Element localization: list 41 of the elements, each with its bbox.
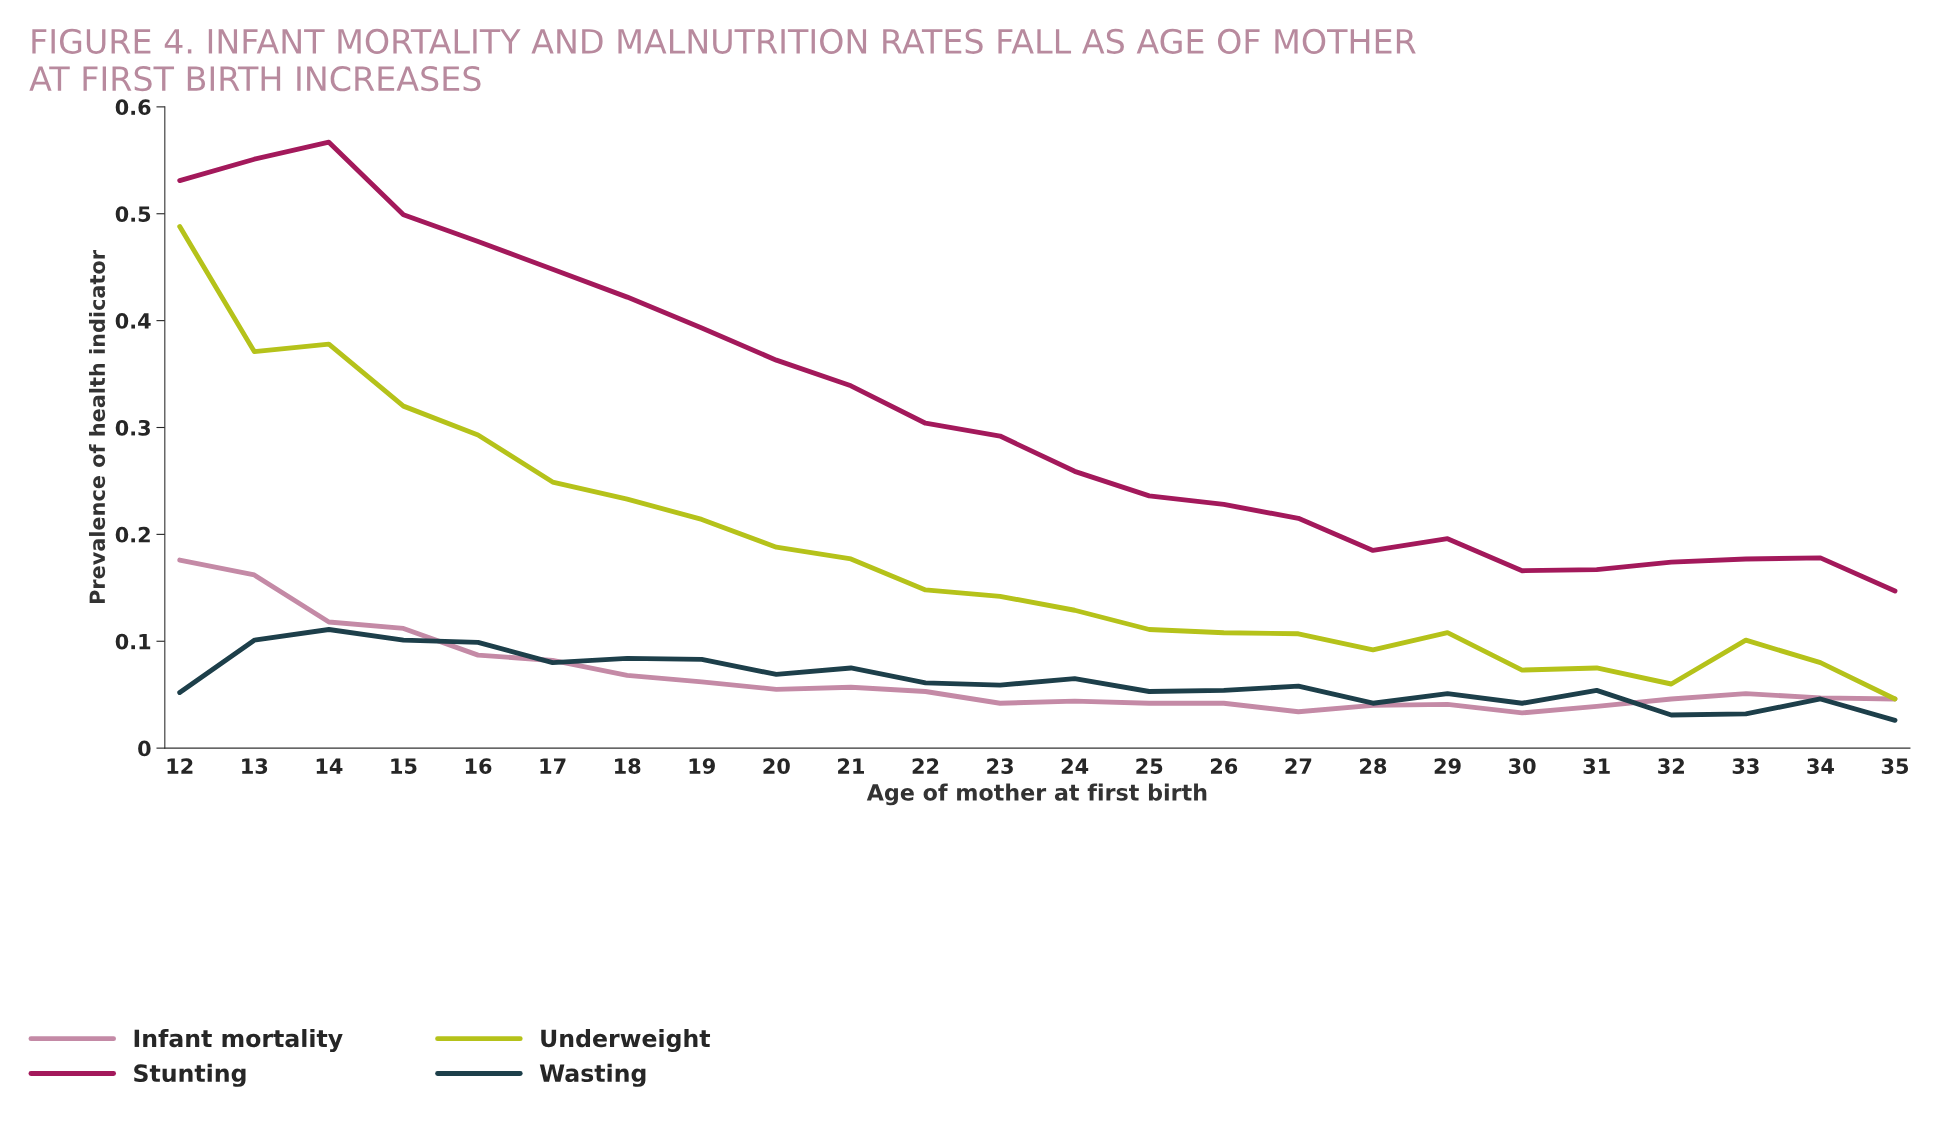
x-tick-label: 16 [465, 758, 492, 774]
x-tick-label: 27 [1285, 758, 1312, 774]
legend-label: Stunting [134, 1063, 246, 1087]
y-tick-label: 0.6 [115, 99, 151, 116]
x-tick-label: 19 [689, 758, 715, 774]
legend-label: Underweight [541, 1029, 711, 1053]
x-tick-label: 25 [1136, 758, 1163, 774]
x-axis-title: Age of mother at first birth [866, 783, 1207, 806]
x-tick-label: 35 [1881, 758, 1909, 774]
y-tick-label: 0 [138, 740, 151, 757]
y-tick-label: 0.4 [115, 313, 151, 329]
legend-label: Wasting [539, 1063, 646, 1087]
line-series [177, 627, 1898, 723]
x-tick-label: 30 [1509, 758, 1536, 774]
x-tick-label: 20 [763, 758, 790, 774]
y-tick-label: 0.3 [115, 419, 150, 436]
x-tick-label: 29 [1434, 758, 1461, 774]
x-tick-label: 17 [540, 758, 566, 774]
x-tick-label: 34 [1807, 758, 1834, 774]
x-tick-label: 14 [316, 758, 343, 774]
x-tick-label: 32 [1658, 758, 1684, 774]
y-axis-title: Prevalence of health indicator [89, 250, 106, 604]
line-series [177, 224, 1898, 702]
x-tick-label: 15 [391, 758, 417, 774]
x-tick-label: 23 [987, 758, 1013, 774]
x-tick-label: 33 [1732, 758, 1759, 774]
x-tick-label: 12 [167, 758, 193, 774]
y-tick-label: 0.1 [115, 633, 151, 650]
x-tick-label: 22 [912, 758, 939, 774]
x-tick-label: 13 [242, 758, 268, 774]
x-tick-label: 26 [1210, 758, 1238, 774]
y-tick-label: 0.5 [115, 206, 151, 222]
line-series [177, 139, 1898, 594]
x-tick-label: 24 [1061, 758, 1089, 774]
x-tick-label: 31 [1583, 758, 1610, 774]
y-tick-label: 0.2 [115, 526, 150, 543]
legend-label: Infant mortality [134, 1029, 343, 1053]
x-tick-label: 21 [838, 758, 864, 774]
x-tick-label: 18 [615, 758, 641, 774]
x-tick-label: 28 [1360, 758, 1387, 774]
chart-title: FIGURE 4. INFANT MORTALITY AND MALNUTRITION RATES FALL AS AGE OF MOTHER AT FIRST BIRTH INCREASES [29, 28, 1416, 92]
